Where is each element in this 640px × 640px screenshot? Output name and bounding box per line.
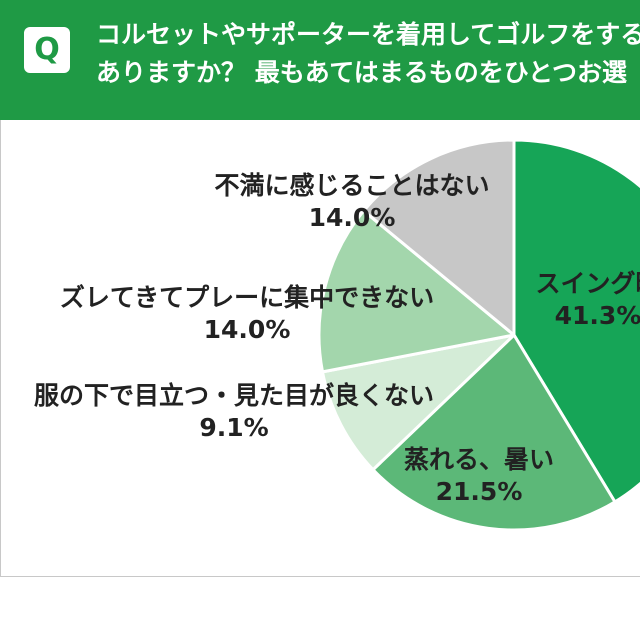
pie-slice-3: [317, 209, 516, 374]
slice-label-appearance: 服の下で目立つ・見た目が良くない 9.1%: [34, 380, 434, 444]
slice-3-value: 14.0%: [203, 315, 291, 344]
question-text-line-1: コルセットやサポーターを着用してゴルフをする: [96, 20, 640, 49]
slice-2-value: 9.1%: [199, 413, 269, 442]
pie-slice-4: [362, 138, 516, 337]
slice-label-stuffy: 蒸れる、暑い 21.5%: [404, 444, 554, 508]
slice-4-value: 14.0%: [308, 203, 396, 232]
slice-3-label: ズレてきてプレーに集中できない: [59, 283, 435, 312]
question-badge: Q: [24, 27, 70, 73]
slice-label-no-complaint: 不満に感じることはない 14.0%: [214, 170, 489, 234]
slice-0-label: スイング時: [535, 269, 640, 298]
slice-2-label: 服の下で目立つ・見た目が良くない: [33, 381, 435, 410]
pie-slice-1: [371, 333, 617, 532]
question-text-line-2: ありますか？ 最もあてはまるものをひとつお選: [96, 58, 627, 87]
pie-slice-0: [512, 138, 640, 504]
slice-4-label: 不満に感じることはない: [214, 171, 490, 200]
pie-slice-2: [321, 333, 516, 472]
slice-0-value: 41.3%: [554, 301, 640, 330]
question-banner: Q コルセットやサポーターを着用してゴルフをする ありますか？ 最もあてはまるも…: [0, 0, 640, 120]
slice-1-value: 21.5%: [435, 477, 523, 506]
slice-label-swing: スイング時 41.3%: [535, 268, 640, 332]
chart-frame: [0, 120, 640, 577]
slice-1-label: 蒸れる、暑い: [403, 445, 555, 474]
slice-label-slipping: ズレてきてプレーに集中できない 14.0%: [60, 282, 434, 346]
